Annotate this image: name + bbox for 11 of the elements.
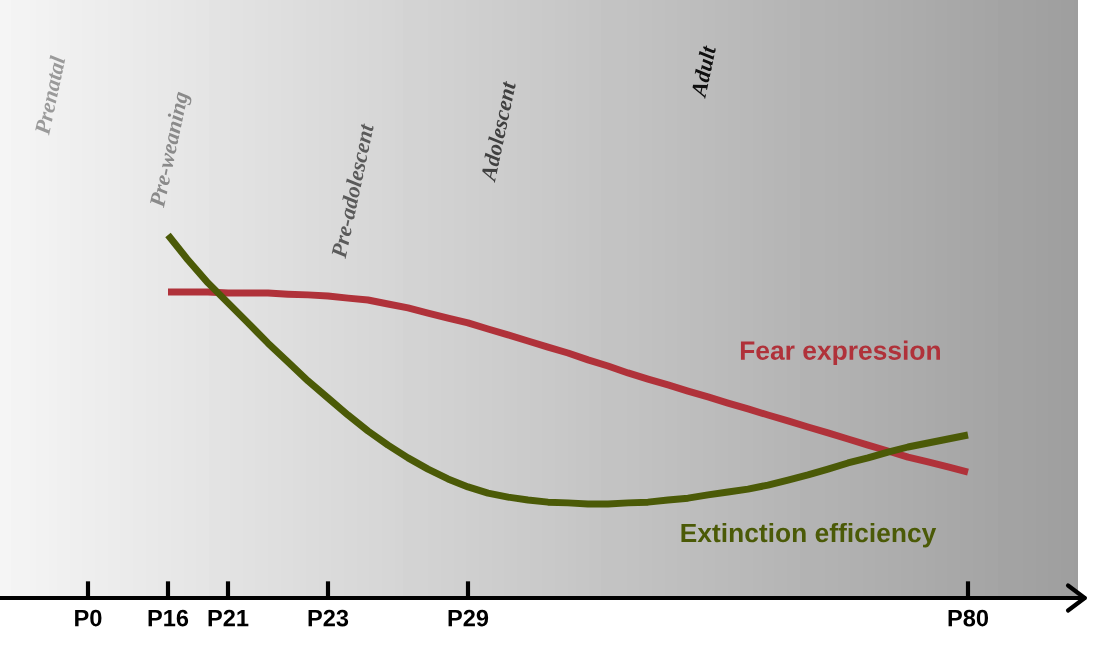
x-tick-label: P23 [308, 609, 349, 627]
x-tick-label: P16 [148, 609, 189, 627]
series-label: Fear expression [740, 340, 940, 366]
text: Prenatal [33, 54, 66, 136]
x-tick-label: P0 [75, 609, 102, 627]
series-label: Extinction efficiency [681, 522, 937, 548]
text: Adult [690, 44, 717, 99]
x-tick-label: P29 [448, 609, 489, 627]
text: Adolescent [479, 80, 517, 183]
x-tick-label: P80 [948, 609, 989, 627]
x-tick-label: P21 [208, 609, 249, 627]
